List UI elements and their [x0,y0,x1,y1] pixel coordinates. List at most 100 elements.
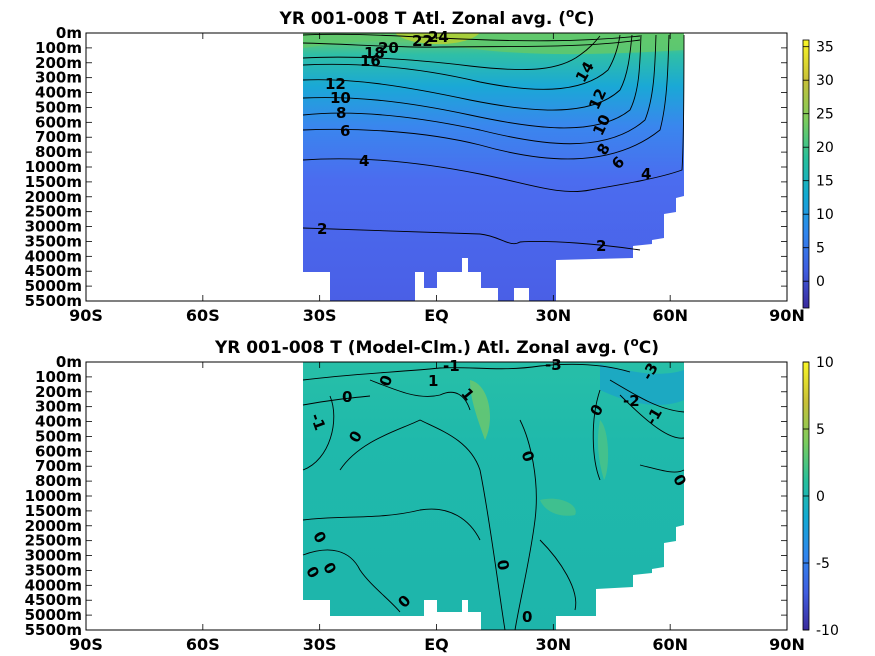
y-tick-label: 4000m [25,576,82,594]
y-tick-label: 5000m [25,606,82,624]
x-tick-label: 60N [652,635,688,654]
y-tick-label: 700m [35,128,82,146]
y-tick-label: 3000m [25,218,82,236]
panel-difference: YR 001-008 T (Model-Clm.) Atl. Zonal avg… [25,335,839,654]
contour-label: 6 [340,122,350,140]
contour-label: 4 [641,165,651,183]
y-tick-label: 5500m [25,292,82,310]
contour-label: 16 [360,52,381,70]
y-tick-label: 1500m [25,502,82,520]
y-tick-label: 800m [35,472,82,490]
warm-anomaly [597,420,609,480]
contour-lines [302,363,685,631]
y-axis: 0m100m200m300m400m500m600m700m800m1000m1… [25,353,82,639]
y-tick-label: 200m [35,54,82,72]
y-tick-label: 300m [35,398,82,416]
y-tick-label: 0m [56,353,82,371]
y-tick-label: 300m [35,69,82,87]
colorbar-tick-label: 10 [816,207,834,223]
y-tick-label: 3000m [25,547,82,565]
x-tick-label: 30N [536,635,572,654]
contour-label: -2 [623,392,640,410]
colorbar-tick-label: 5 [816,422,825,438]
colorbar-tick-label: 15 [816,174,834,190]
x-tick-label: 30N [536,306,572,325]
x-tick-label: 60N [652,306,688,325]
y-tick-label: 100m [35,39,82,57]
colorbar-tick-label: 25 [816,107,834,123]
y-tick-label: 100m [35,368,82,386]
y-tick-label: 3500m [25,561,82,579]
colorbar-ticks: 10 5 0 -5 -10 [803,355,839,639]
y-tick-label: 2000m [25,188,82,206]
colorbar-ticks: 35 30 25 20 15 10 5 0 [803,40,834,290]
contour-lines [302,33,685,251]
x-tick-label: 30S [303,635,337,654]
y-tick-label: 4500m [25,262,82,280]
contour-label: 0 [342,388,352,406]
colorbar-tick-label: 0 [816,274,825,290]
contour-label: -3 [638,360,662,383]
x-tick-label: EQ [424,635,449,654]
contour-label: -1 [642,405,666,428]
y-tick-label: 1000m [25,487,82,505]
x-tick-label: 90S [69,635,103,654]
colorbar-tick-label: -10 [816,623,839,639]
y-tick-label: 600m [35,442,82,460]
y-tick-label: 2500m [25,532,82,550]
contour-label: 20 [378,39,399,57]
x-tick-label: 30S [303,306,337,325]
colorbar-tick-label: 0 [816,489,825,505]
y-tick-label: 5500m [25,621,82,639]
warmest-core [395,33,480,45]
panel-title: YR 001-008 T (Model-Clm.) Atl. Zonal avg… [214,335,659,358]
panel-temperature: YR 001-008 T Atl. Zonal avg. (oC) 24 22 … [25,6,834,325]
colorbar-tick-label: 10 [816,355,834,371]
warm-anomaly [540,498,576,516]
x-tick-label: EQ [424,306,449,325]
axis-ticks [85,361,788,631]
axis-ticks [85,32,788,302]
y-tick-label: 500m [35,98,82,116]
warm-surface-lens [303,33,684,55]
contour-label: 12 [325,75,346,93]
x-axis: 90S 60S 30S EQ 30N 60N 90N [69,306,805,325]
x-tick-label: 60S [186,635,220,654]
y-tick-label: 3500m [25,232,82,250]
warm-anomaly [470,380,490,440]
colorbar-tick-label: 30 [816,73,834,89]
y-tick-label: 1000m [25,158,82,176]
y-tick-label: 500m [35,427,82,445]
colorbar-tick-label: 20 [816,140,834,156]
y-tick-label: 1500m [25,173,82,191]
temperature-field [303,33,684,301]
colorbar [802,39,810,309]
colorbar-tick-label: 5 [816,241,825,257]
x-tick-label: 90S [69,306,103,325]
y-axis: 0m100m200m300m400m500m600m700m800m1000m1… [25,24,82,310]
y-tick-label: 700m [35,457,82,475]
y-tick-label: 0m [56,24,82,42]
colorbar-tick-label: 35 [816,40,834,56]
contour-label: 2 [317,220,327,238]
y-tick-label: 200m [35,383,82,401]
y-tick-label: 4500m [25,591,82,609]
x-axis: 90S 60S 30S EQ 30N 60N 90N [69,635,805,654]
contour-label: 1 [428,372,438,390]
colorbar-tick-label: -5 [816,556,830,572]
contour-label: -1 [306,411,329,433]
contour-label: 18 [364,44,385,62]
x-tick-label: 60S [186,306,220,325]
contour-label: 22 [412,32,433,50]
panel-title: YR 001-008 T Atl. Zonal avg. (oC) [279,6,595,29]
contour-label: 0 [493,558,513,571]
x-tick-label: 90N [769,306,805,325]
y-tick-label: 400m [35,84,82,102]
x-tick-label: 90N [769,635,805,654]
y-tick-label: 800m [35,143,82,161]
contour-label: 8 [336,104,346,122]
y-tick-label: 5000m [25,277,82,295]
y-tick-label: 2000m [25,517,82,535]
y-tick-label: 4000m [25,247,82,265]
